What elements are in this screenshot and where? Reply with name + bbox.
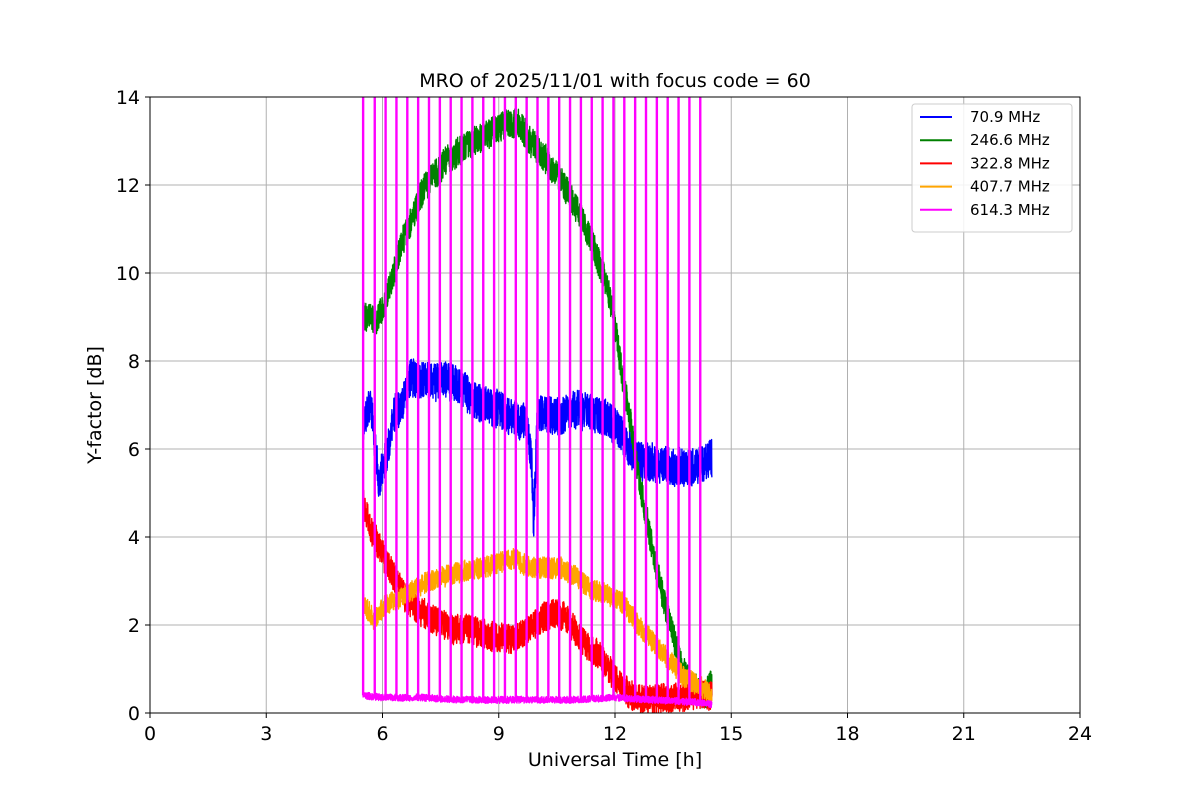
y-tick-label: 12 bbox=[116, 175, 140, 197]
legend-label: 246.6 MHz bbox=[970, 131, 1050, 149]
legend-box bbox=[911, 103, 1073, 233]
chart-title: MRO of 2025/11/01 with focus code = 60 bbox=[419, 70, 811, 92]
y-axis: 0 2 4 6 8 10 12 14 bbox=[116, 87, 150, 725]
series-layer bbox=[361, 97, 713, 713]
x-tick-label: 24 bbox=[1068, 723, 1092, 745]
x-axis-label: Universal Time [h] bbox=[528, 749, 702, 771]
legend-label: 322.8 MHz bbox=[970, 154, 1050, 172]
y-axis-label: Y-factor [dB] bbox=[84, 346, 106, 465]
x-tick-label: 12 bbox=[603, 723, 627, 745]
y-tick-label: 4 bbox=[128, 527, 140, 549]
x-tick-label: 9 bbox=[493, 723, 505, 745]
x-tick-label: 15 bbox=[719, 723, 743, 745]
x-tick-label: 18 bbox=[835, 723, 859, 745]
legend: 70.9 MHz 246.6 MHz 322.8 MHz 407.7 MHz 614.3… bbox=[911, 103, 1073, 233]
y-tick-label: 2 bbox=[128, 615, 140, 637]
x-tick-label: 21 bbox=[952, 723, 976, 745]
legend-label: 70.9 MHz bbox=[970, 108, 1040, 126]
y-tick-label: 10 bbox=[116, 263, 140, 285]
x-tick-label: 6 bbox=[376, 723, 388, 745]
y-tick-label: 8 bbox=[128, 351, 140, 373]
x-tick-label: 3 bbox=[260, 723, 272, 745]
legend-label: 614.3 MHz bbox=[970, 201, 1050, 219]
y-tick-label: 0 bbox=[128, 703, 140, 725]
y-tick-label: 6 bbox=[128, 439, 140, 461]
y-tick-label: 14 bbox=[116, 87, 140, 109]
legend-label: 407.7 MHz bbox=[970, 178, 1050, 196]
x-axis: 0 3 6 9 12 15 18 21 24 bbox=[144, 713, 1092, 745]
x-tick-label: 0 bbox=[144, 723, 156, 745]
